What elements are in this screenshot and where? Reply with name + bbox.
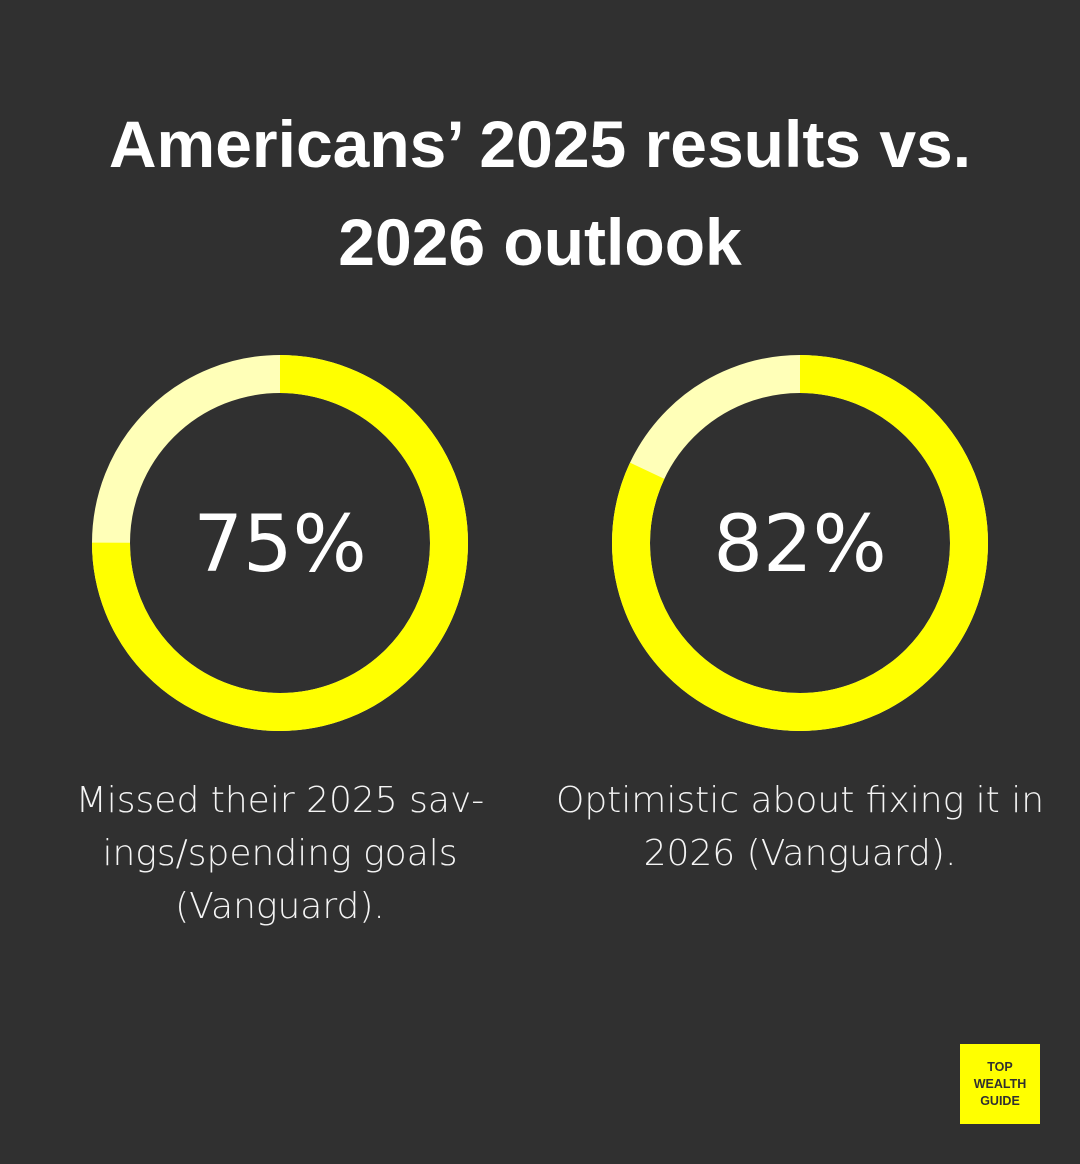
donut-caption-2: Optimistic about fixing it in 2026 (Vang…	[540, 774, 1060, 880]
top-wealth-guide-logo: TOP WEALTH GUIDE	[960, 1044, 1040, 1124]
donut-value-arc	[92, 355, 468, 731]
donut-chart-2: 82%	[612, 355, 988, 731]
logo-line: GUIDE	[980, 1093, 1020, 1108]
logo-line: WEALTH	[973, 1076, 1027, 1091]
title-line: Americans’ 2025 results vs.	[108, 107, 972, 181]
logo-line: TOP	[987, 1059, 1013, 1074]
donut-value-label: 75%	[193, 500, 366, 590]
donut-value-label: 82%	[713, 500, 886, 590]
caption-line: Missed their 2025 sav-	[75, 780, 485, 821]
page-title: Americans’ 2025 results vs. 2026 outlook	[0, 95, 1080, 291]
donut-caption-1: Missed their 2025 sav- ings/spending goa…	[20, 774, 540, 933]
caption-line: 2026 (Vanguard).	[643, 833, 957, 874]
caption-line: (Vanguard).	[175, 886, 385, 927]
donut-chart-1: 75%	[92, 355, 468, 731]
caption-line: ings/spending goals	[102, 833, 458, 874]
title-line: 2026 outlook	[338, 205, 742, 279]
caption-line: Optimistic about fixing it in	[555, 780, 1045, 821]
donut-value-arc	[612, 355, 988, 731]
